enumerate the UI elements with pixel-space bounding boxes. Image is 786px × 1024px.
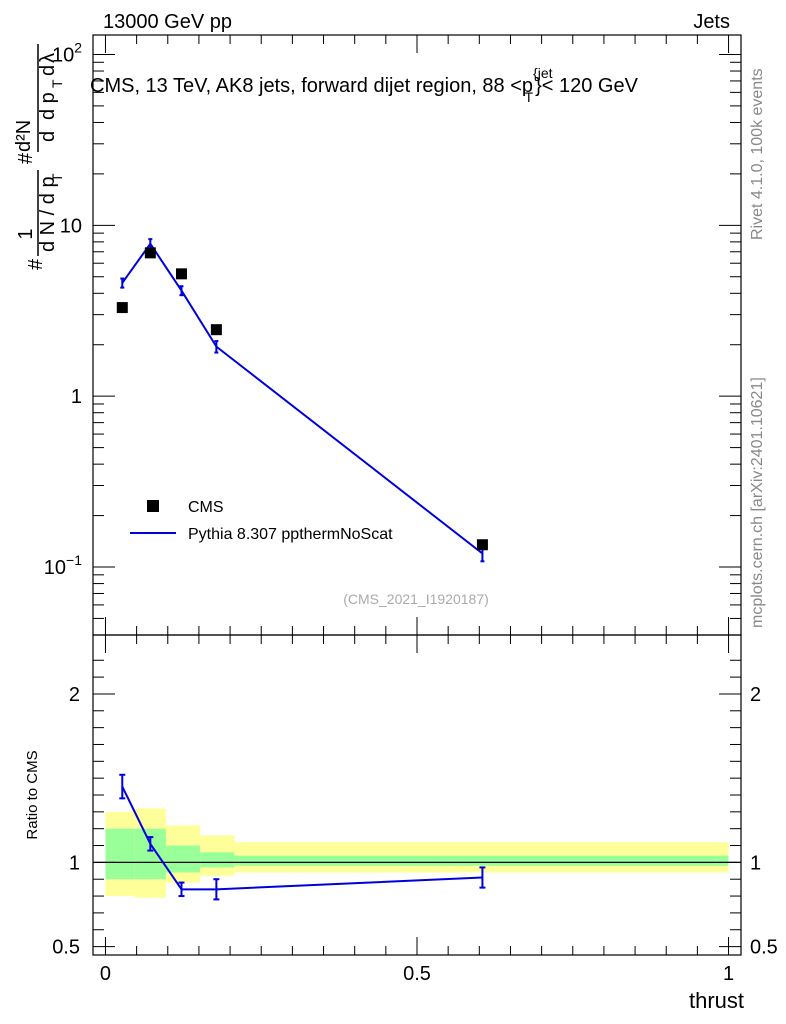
- plot-title: CMS, 13 TeV, AK8 jets, forward dijet reg…: [90, 65, 639, 105]
- ratio-ytick-label-right: 0.5: [750, 937, 778, 959]
- x-tick-label: 0.5: [403, 963, 431, 985]
- ratio-axis-ticks: 0.5 0.5 1 1 2 2 0 0.5 1: [52, 635, 778, 985]
- mcplots-label: mcplots.cern.ch [arXiv:2401.10621]: [749, 377, 766, 628]
- legend-cms-label: CMS: [188, 499, 224, 516]
- main-ytick-label: 10−1: [44, 552, 82, 579]
- legend: CMS Pythia 8.307 ppthermNoScat: [130, 499, 393, 543]
- ylabel-dpT: d p: [37, 92, 59, 120]
- ratio-uncertainty-bands: [105, 808, 729, 898]
- band-inner-3: [200, 852, 235, 868]
- main-ytick-label: 10: [60, 215, 82, 237]
- ratio-ytick-label-left: 0.5: [52, 937, 80, 959]
- main-ytick-label: 102: [52, 39, 82, 66]
- rivet-version-label: Rivet 4.1.0, 100k events: [749, 68, 766, 240]
- ratio-ytick-label-right: 2: [750, 684, 761, 706]
- plot-title-tail: }< 120 GeV: [535, 75, 639, 97]
- plot-title-sub: T: [525, 89, 534, 105]
- ratio-ytick-label-left: 2: [69, 684, 80, 706]
- ratio-ytick-label-right: 1: [750, 852, 761, 874]
- main-data-layer: [116, 238, 488, 563]
- ratio-ytick-label-left: 1: [69, 852, 80, 874]
- band-inner-0: [105, 828, 135, 880]
- main-plot-frame: [92, 34, 742, 636]
- band-inner-4: [234, 855, 729, 866]
- ylabel-lambda: λ: [37, 53, 59, 63]
- ylabel-d2N: d²N: [13, 120, 35, 152]
- ylabel-dN-dpT: d N / d p: [37, 176, 59, 252]
- main-y-axis-label: # 1 d N / d p T # d²N d d p T d λ: [13, 44, 65, 270]
- ratio-y-axis-label: Ratio to CMS: [24, 750, 41, 839]
- ylabel-d: d: [37, 131, 59, 142]
- main-ytick-label: 1: [71, 386, 82, 408]
- legend-cms-marker: [147, 500, 159, 512]
- pythia-line: [121, 241, 484, 555]
- ylabel-one: 1: [15, 228, 37, 239]
- ylabel-d-lambda-d: d: [37, 65, 59, 76]
- cms-data-point: [116, 302, 128, 314]
- cms-data-point: [476, 539, 488, 551]
- ratio-data-layer: [119, 773, 486, 901]
- plot-title-main: CMS, 13 TeV, AK8 jets, forward dijet reg…: [90, 75, 533, 97]
- ylabel-hash-2: #: [15, 152, 37, 164]
- main-axis-ticks: 10−1 1 10 102: [44, 35, 741, 636]
- header-jets: Jets: [693, 11, 730, 33]
- header-energy: 13000 GeV pp: [103, 11, 232, 33]
- ylabel-T-sub-1: T: [49, 173, 65, 182]
- legend-pythia-label: Pythia 8.307 ppthermNoScat: [188, 526, 393, 543]
- cms-data-point: [144, 247, 156, 259]
- ylabel-hash-1: #: [25, 258, 47, 270]
- x-axis-label: thrust: [689, 988, 744, 1013]
- ylabel-T-sub-2: T: [49, 79, 65, 88]
- cms-data-point: [210, 324, 222, 336]
- x-tick-label: 0: [100, 963, 111, 985]
- band-inner-2: [165, 845, 201, 873]
- analysis-watermark: (CMS_2021_I1920187): [343, 591, 489, 607]
- ratio-plot-frame: [92, 634, 742, 956]
- cms-data-point: [175, 268, 187, 280]
- plot-title-sup: {jet: [533, 65, 553, 81]
- x-tick-label: 1: [723, 963, 734, 985]
